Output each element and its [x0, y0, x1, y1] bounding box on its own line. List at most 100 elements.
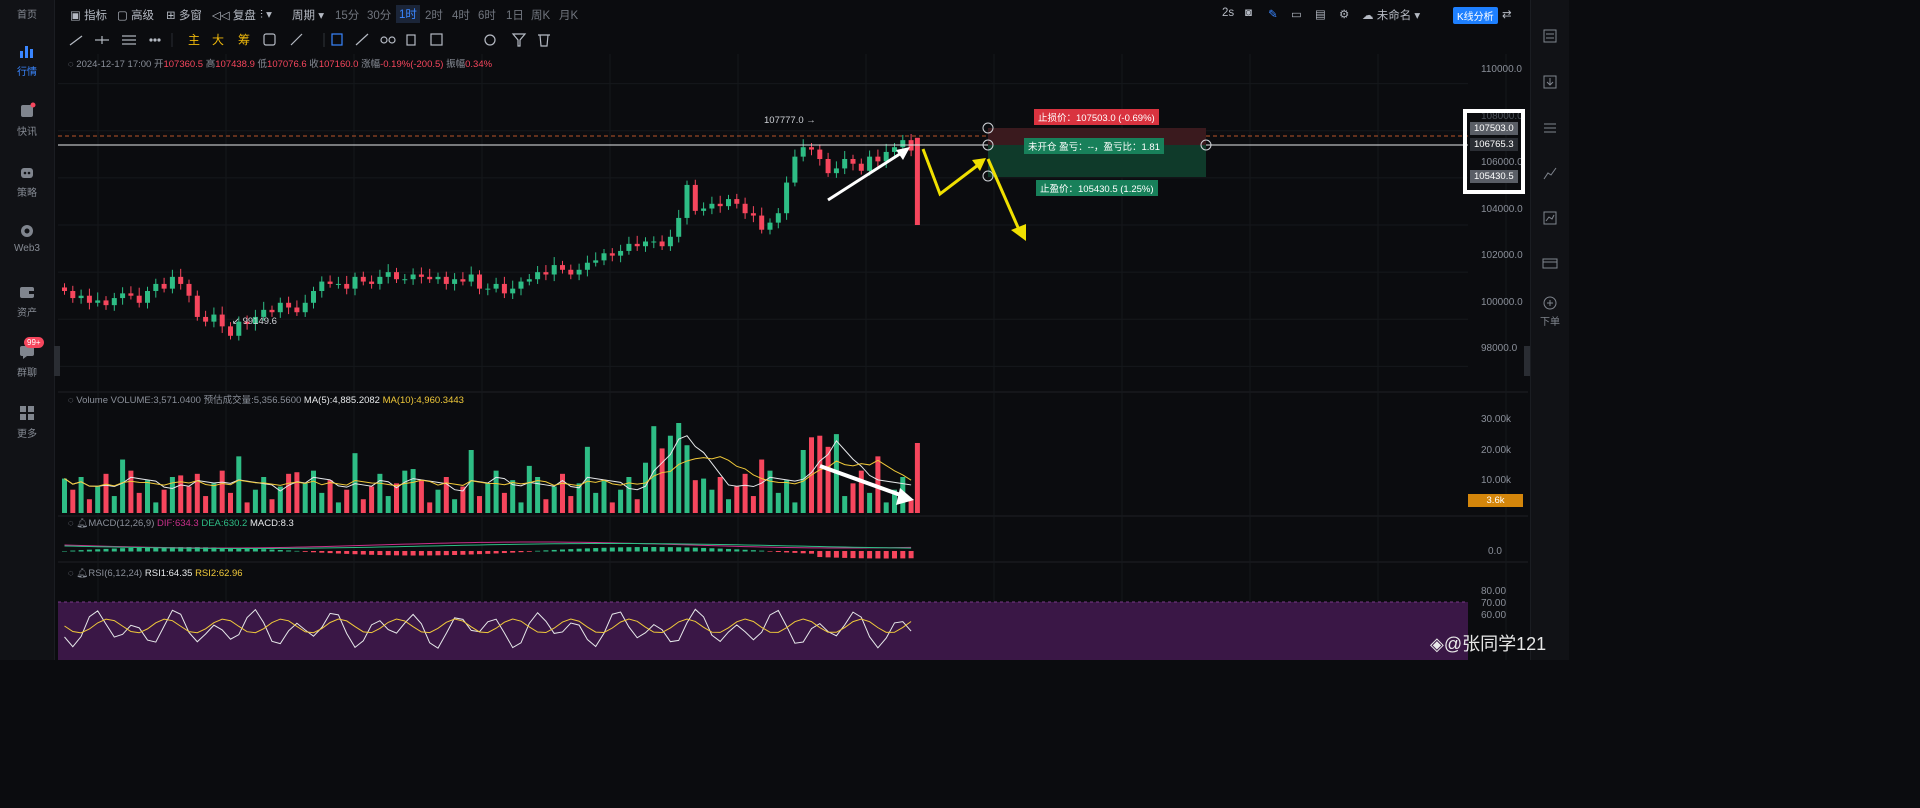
candle-body — [128, 293, 134, 296]
multi-window-button[interactable]: ⊞ 多窗 — [166, 10, 202, 22]
nav-market[interactable]: 行情 — [0, 42, 54, 78]
stop-loss-label[interactable]: 止损价：107503.0 (-0.69%) — [1034, 109, 1159, 125]
nav-home[interactable]: 首页 — [0, 6, 54, 21]
macd-histogram-bar — [833, 551, 839, 558]
lock-tool-icon — [406, 34, 416, 46]
interval-4h[interactable]: 4时 — [452, 10, 470, 22]
ohlc-open-label: 开 — [153, 59, 164, 70]
interval-1h[interactable]: 1时 — [396, 5, 420, 23]
candle-body — [161, 283, 167, 289]
interval-6h[interactable]: 6时 — [478, 10, 496, 22]
volume-bar — [526, 465, 532, 513]
candle-body — [194, 295, 200, 317]
share-icon[interactable]: ⇄ — [1502, 9, 1512, 21]
rsi-toggle-icon[interactable]: ◌ — [68, 568, 74, 579]
high-marker: 107777.0 → — [764, 115, 816, 126]
ohlc-toggle-icon[interactable]: ◌ — [68, 59, 74, 70]
nav-chat[interactable]: 群聊 99+ — [0, 337, 54, 379]
card-icon[interactable] — [1542, 255, 1558, 271]
camera-icon[interactable]: ◙ — [1245, 7, 1252, 19]
candle-body — [817, 149, 823, 159]
bookmark-icon[interactable]: ▭ — [1291, 9, 1302, 21]
candle-type-button[interactable]: ⫶ ▾ — [260, 9, 272, 21]
macd-toggle-icon[interactable]: ◌ — [68, 518, 74, 529]
template-tool-icon — [430, 33, 443, 46]
list-icon[interactable] — [1542, 120, 1558, 136]
chart-canvas[interactable] — [58, 54, 1528, 660]
candle-body — [203, 316, 209, 322]
macd-histogram-bar — [518, 551, 524, 553]
nav-assets[interactable]: 资产 — [0, 283, 54, 319]
candle-body — [327, 281, 333, 284]
right-collapse-handle[interactable] — [1524, 346, 1530, 376]
macd-histogram-bar — [186, 547, 192, 552]
candle-body — [825, 159, 831, 174]
nav-strategy[interactable]: 策略 — [0, 163, 54, 199]
refresh-rate[interactable]: 2s — [1222, 7, 1235, 19]
chart-box-icon[interactable] — [1542, 210, 1558, 226]
high-marker-value: 107777.0 — [764, 115, 804, 126]
volume-bar — [767, 470, 773, 513]
volume-bar — [709, 489, 715, 513]
kline-analysis-button[interactable]: K线分析 — [1453, 7, 1498, 24]
volume-bar — [244, 502, 250, 513]
candle-body — [377, 276, 383, 284]
ohlc-high-label: 高 — [205, 59, 216, 70]
interval-1w[interactable]: 周K — [531, 10, 551, 22]
advanced-button[interactable]: ▢ 高级 — [117, 10, 155, 22]
chat-icon — [20, 346, 34, 359]
volume-bar — [252, 489, 258, 513]
volume-bar — [626, 477, 632, 513]
interval-1d[interactable]: 1日 — [506, 10, 524, 22]
order-button[interactable]: 下单 — [1531, 296, 1569, 328]
magnify-tool-icon — [484, 34, 496, 46]
candle-body — [593, 260, 599, 263]
nav-web3[interactable]: Web3 — [0, 222, 54, 254]
volume-bar — [203, 496, 209, 513]
position-status-label[interactable]: 未开仓 盈亏：--，盈亏比：1.81 — [1024, 138, 1164, 154]
settings-gear-icon[interactable]: ⚙ — [1339, 9, 1350, 21]
orderbook-icon[interactable] — [1542, 28, 1558, 44]
volume-bar — [543, 499, 549, 513]
big-order-tool: 大 — [212, 33, 224, 47]
trend-icon[interactable] — [1542, 165, 1558, 181]
current-price-tag: 106765.3 — [1470, 138, 1518, 151]
screen-icon[interactable]: ▤ — [1315, 9, 1326, 21]
interval-1mo[interactable]: 月K — [559, 10, 579, 22]
wallet-icon — [20, 287, 34, 298]
interval-30m[interactable]: 30分 — [367, 10, 392, 22]
interval-15m[interactable]: 15分 — [335, 10, 360, 22]
price-axis-label: 110000.0 — [1481, 64, 1522, 75]
rsi-overbought-band — [58, 602, 1468, 660]
nav-news-label: 快讯 — [17, 127, 37, 138]
nav-more[interactable]: 更多 — [0, 404, 54, 440]
watermark: ◈@张同学121 — [1430, 630, 1546, 656]
volume-bar — [435, 489, 441, 513]
rsi-axis-label: 70.00 — [1481, 598, 1507, 609]
replay-button[interactable]: ◁◁ 复盘 — [212, 10, 256, 22]
left-collapse-handle[interactable] — [54, 346, 60, 376]
pencil-icon[interactable]: ✎ — [1268, 9, 1278, 21]
entry-handle — [982, 139, 994, 151]
take-profit-label[interactable]: 止盈价：105430.5 (1.25%) — [1036, 180, 1158, 196]
volume-axis-label: 10.00k — [1481, 475, 1512, 486]
indicator-button[interactable]: ▣ 指标 — [70, 10, 108, 22]
macd-histogram-bar — [294, 550, 300, 552]
volume-bar — [111, 496, 117, 513]
save-layout-button[interactable]: ☁ 未命名 ▾ — [1362, 10, 1421, 22]
macd-histogram-bar — [78, 550, 84, 552]
candle-body — [186, 283, 192, 296]
nav-news[interactable]: 快讯 — [0, 102, 54, 138]
volume-bar — [759, 459, 765, 513]
volume-bar — [667, 435, 673, 513]
volume-bar — [452, 499, 458, 513]
volume-toggle-icon[interactable]: ◌ — [68, 395, 74, 406]
top-toolbar: ▣ 指标 ▢ 高级 ⊞ 多窗 ◁◁ 复盘 ⫶ ▾ 周期 ▾ 15分 30分 1时… — [62, 0, 1530, 28]
period-button[interactable]: 周期 ▾ — [292, 10, 324, 22]
interval-2h[interactable]: 2时 — [425, 10, 443, 22]
candle-body — [584, 262, 590, 270]
macd-bell-icon[interactable]: 🔔︎ — [76, 518, 89, 529]
nav-strategy-label: 策略 — [17, 188, 37, 199]
download-icon[interactable] — [1542, 74, 1558, 90]
rsi-bell-icon[interactable]: 🔔︎ — [76, 568, 89, 579]
